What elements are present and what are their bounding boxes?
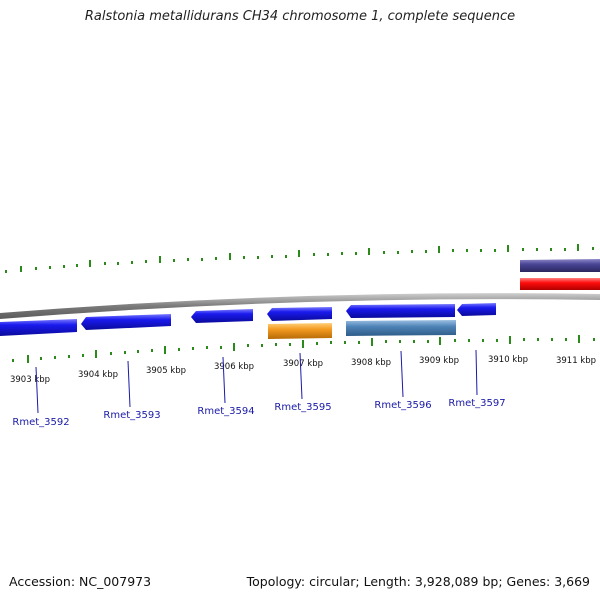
gene-arrow-rmet-3594[interactable] <box>191 309 253 323</box>
kbp-scale-labels: 3903 kbp 3904 kbp 3905 kbp 3906 kbp 3907… <box>10 355 596 385</box>
gene-track <box>0 303 496 339</box>
gene-feature-red[interactable] <box>520 278 600 290</box>
gene-arrow-rmet-3597[interactable] <box>457 303 496 316</box>
gene-orange-feature[interactable] <box>268 323 332 339</box>
gene-label-rmet-3593[interactable]: Rmet_3593 <box>103 410 160 421</box>
kbp-label: 3903 kbp <box>10 375 50 385</box>
kbp-label: 3909 kbp <box>419 356 459 366</box>
gene-leader-lines <box>35 349 478 414</box>
lower-tick-row <box>12 335 595 363</box>
accession-text: Accession: NC_007973 <box>9 574 152 589</box>
gene-label-rmet-3595[interactable]: Rmet_3595 <box>274 402 331 413</box>
map-title: Ralstonia metallidurans CH34 chromosome … <box>84 9 516 24</box>
kbp-label: 3907 kbp <box>283 359 323 369</box>
chromosome-backbone <box>0 293 600 319</box>
kbp-label: 3904 kbp <box>78 370 118 380</box>
kbp-label: 3911 kbp <box>556 356 596 366</box>
genome-summary-text: Topology: circular; Length: 3,928,089 bp… <box>246 574 590 589</box>
gene-label-rmet-3592[interactable]: Rmet_3592 <box>12 417 69 428</box>
gene-arrow-rmet-3593[interactable] <box>81 314 171 330</box>
gene-label-rmet-3597[interactable]: Rmet_3597 <box>448 398 505 409</box>
gene-label-rmet-3594[interactable]: Rmet_3594 <box>197 406 254 417</box>
gene-labels: Rmet_3592 Rmet_3593 Rmet_3594 Rmet_3595 … <box>12 398 505 428</box>
gene-steel-feature[interactable] <box>346 320 456 336</box>
gene-arrow-rmet-3596[interactable] <box>346 304 455 318</box>
kbp-label: 3910 kbp <box>488 355 528 365</box>
gene-feature-purple[interactable] <box>520 259 600 272</box>
gene-arrow-rmet-3595[interactable] <box>267 307 332 321</box>
kbp-label: 3906 kbp <box>214 362 254 372</box>
kbp-label: 3905 kbp <box>146 366 186 376</box>
gene-arrow-rmet-3592[interactable] <box>0 319 77 336</box>
upper-tick-row <box>5 244 594 273</box>
kbp-label: 3908 kbp <box>351 358 391 368</box>
gene-label-rmet-3596[interactable]: Rmet_3596 <box>374 400 431 411</box>
